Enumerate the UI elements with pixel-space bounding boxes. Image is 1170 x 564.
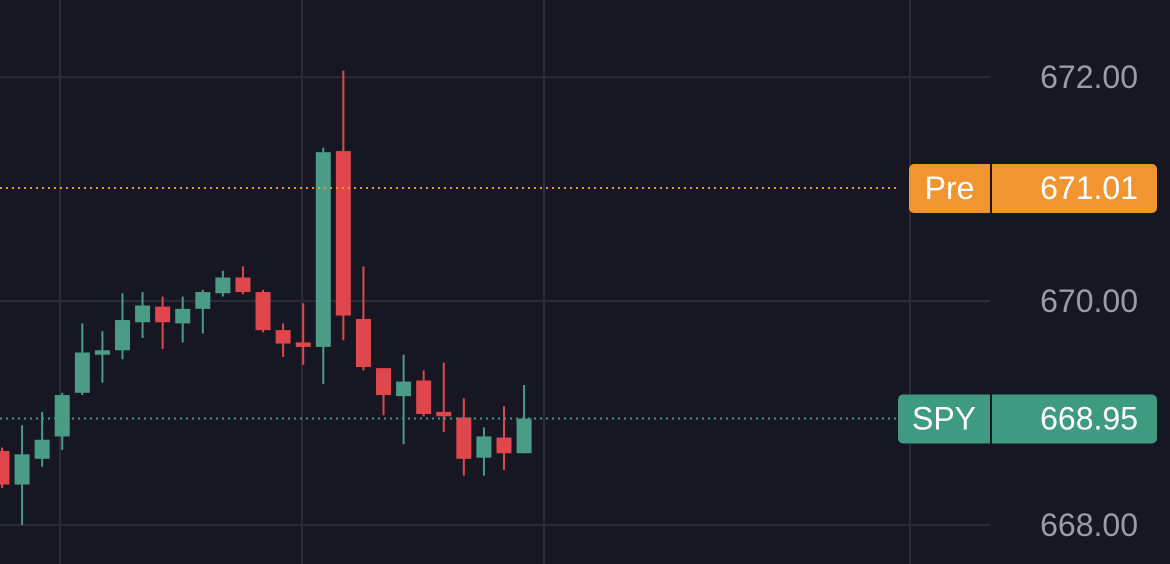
candle-body <box>175 308 191 324</box>
candle-body <box>255 292 271 331</box>
candle-body <box>155 306 171 323</box>
candle-body <box>516 418 532 454</box>
candle-body <box>456 417 472 459</box>
candle-body <box>0 450 10 485</box>
candle-body <box>195 292 211 309</box>
price-tag <box>909 164 1157 213</box>
y-tick-label: 668.00 <box>1040 507 1138 543</box>
price-tag-name: SPY <box>912 401 976 437</box>
candle-body <box>235 277 251 293</box>
candle-body <box>135 305 151 323</box>
candle-body <box>275 330 291 344</box>
price-tag-name: Pre <box>925 170 975 206</box>
candle-body <box>215 277 231 294</box>
candle-body <box>295 342 311 347</box>
candle-body <box>496 437 512 454</box>
candle-body <box>355 318 371 368</box>
candle-body <box>94 350 110 355</box>
candle-body <box>14 454 30 485</box>
price-tag-value: 671.01 <box>1040 170 1138 206</box>
candle-body <box>74 352 90 393</box>
candle-body <box>114 320 130 351</box>
y-tick-label: 672.00 <box>1040 59 1138 95</box>
candle-body <box>416 380 432 415</box>
time-grid <box>59 0 911 564</box>
candle-body <box>396 381 412 397</box>
price-tag-value: 668.95 <box>1040 401 1138 437</box>
candle-body <box>315 152 331 347</box>
candle-body <box>34 439 50 459</box>
candle-body <box>476 436 492 458</box>
y-tick-label: 670.00 <box>1040 283 1138 319</box>
candle-body <box>54 395 70 437</box>
candle-body <box>436 411 452 417</box>
candle-body <box>376 368 392 396</box>
candle-body <box>335 151 351 316</box>
price-tag <box>898 394 1157 444</box>
